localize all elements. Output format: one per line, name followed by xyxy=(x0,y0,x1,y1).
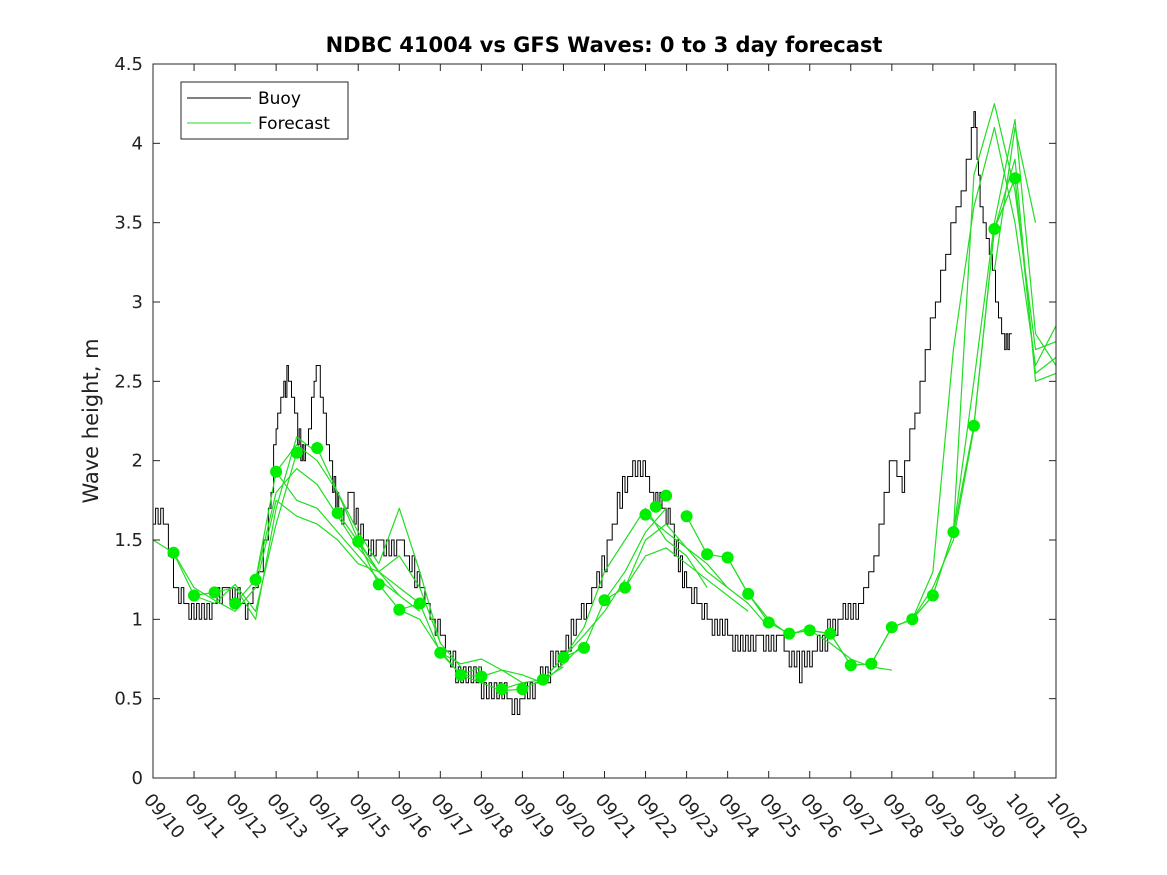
forecast-marker xyxy=(967,419,980,432)
forecast-run-line-6 xyxy=(275,499,421,604)
forecast-run-line-3 xyxy=(234,444,380,604)
forecast-marker xyxy=(331,507,344,519)
y-tick-label: 3.5 xyxy=(114,213,143,234)
forecast-marker xyxy=(803,624,816,637)
y-tick-label: 4 xyxy=(132,133,143,154)
y-tick-label: 0 xyxy=(132,768,143,789)
forecast-marker xyxy=(742,587,755,600)
forecast-marker xyxy=(824,627,837,640)
forecast-run-line-27 xyxy=(952,118,1057,533)
forecast-run-line-30 xyxy=(993,126,1037,271)
y-tick-label: 0.5 xyxy=(114,689,143,710)
forecast-marker xyxy=(290,446,303,459)
forecast-marker xyxy=(701,548,714,561)
legend-forecast-label: Forecast xyxy=(258,114,330,134)
forecast-marker xyxy=(167,546,180,559)
forecast-marker xyxy=(1009,172,1021,185)
forecast-marker xyxy=(434,646,447,659)
forecast-run-line-17 xyxy=(624,547,749,612)
forecast-run-line-15 xyxy=(563,507,708,658)
forecast-marker xyxy=(844,659,857,672)
forecast-marker xyxy=(649,500,662,513)
forecast-marker xyxy=(598,594,611,607)
forecast-marker xyxy=(885,621,898,634)
forecast-marker xyxy=(475,670,488,683)
forecast-run-line-7 xyxy=(316,447,441,644)
forecast-marker xyxy=(495,683,508,696)
forecast-marker xyxy=(352,535,365,548)
forecast-run-line-18 xyxy=(645,514,770,628)
y-tick-label: 3 xyxy=(132,292,143,313)
forecast-marker xyxy=(783,627,796,640)
y-tick-label: 4.5 xyxy=(114,54,143,75)
buoy-series-line xyxy=(153,111,1012,715)
forecast-marker xyxy=(926,589,939,602)
forecast-marker xyxy=(988,223,1001,235)
plot-area xyxy=(152,103,1057,715)
legend-box xyxy=(180,81,349,140)
legend: Buoy Forecast xyxy=(180,81,349,140)
forecast-marker xyxy=(639,508,652,521)
forecast-marker xyxy=(516,683,529,696)
forecast-marker xyxy=(619,581,631,594)
forecast-marker xyxy=(311,442,324,454)
y-tick-label: 2.5 xyxy=(114,371,143,392)
y-tick-label: 2 xyxy=(132,451,143,472)
forecast-marker xyxy=(454,668,467,681)
forecast-marker xyxy=(721,551,734,564)
forecast-marker xyxy=(249,573,262,586)
forecast-marker xyxy=(680,510,693,523)
y-axis-label: Wave height, m xyxy=(79,338,103,503)
forecast-marker xyxy=(906,613,919,626)
y-tick-label: 1.5 xyxy=(114,530,143,551)
forecast-marker xyxy=(660,489,673,502)
y-tick-label: 1 xyxy=(132,609,143,630)
forecast-marker xyxy=(413,597,426,610)
forecast-marker xyxy=(557,651,570,664)
forecast-marker xyxy=(208,586,221,599)
forecast-marker xyxy=(372,578,385,591)
forecast-marker xyxy=(393,603,406,616)
legend-buoy-label: Buoy xyxy=(258,89,301,109)
forecast-marker xyxy=(270,465,283,478)
forecast-marker xyxy=(947,526,960,539)
forecast-marker xyxy=(865,657,878,670)
forecast-marker xyxy=(578,641,590,654)
forecast-marker xyxy=(229,597,242,610)
forecast-run-line-5 xyxy=(275,471,421,612)
forecast-marker xyxy=(536,673,549,686)
forecast-run-line-29 xyxy=(993,158,1057,382)
forecast-marker xyxy=(188,589,200,602)
chart-title: NDBC 41004 vs GFS Waves: 0 to 3 day fore… xyxy=(326,33,883,57)
forecast-marker xyxy=(762,616,775,629)
